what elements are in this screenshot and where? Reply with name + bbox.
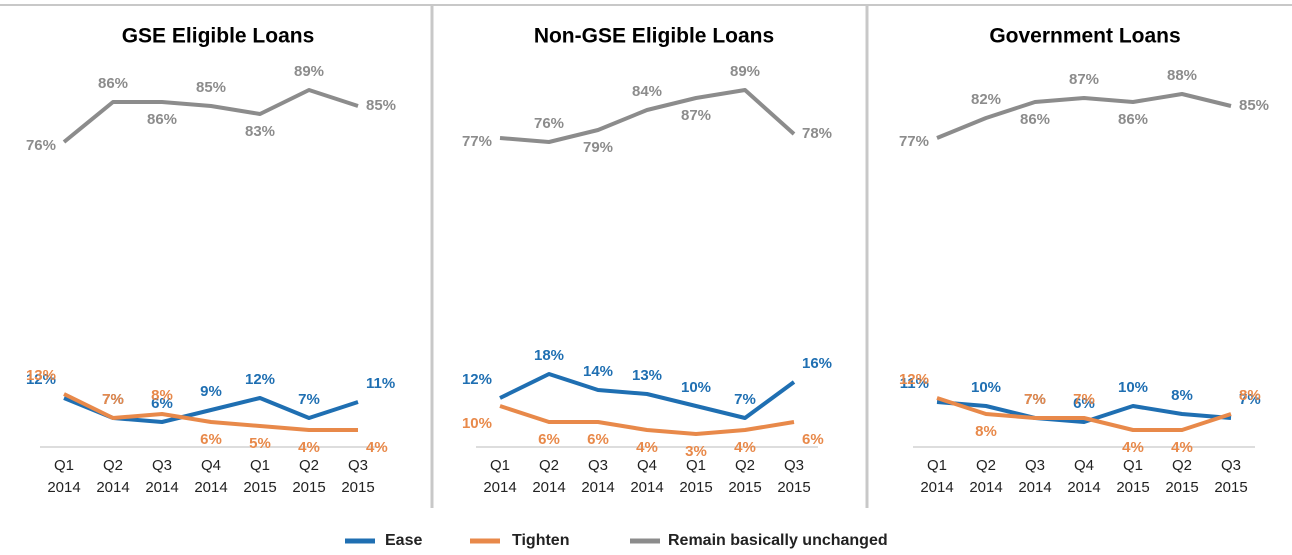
x-tick-label: Q1 2014 [920,457,953,496]
data-label: 89% [730,63,760,80]
data-label: 7% [298,391,320,408]
data-label: 7% [1073,391,1095,408]
data-label: 6% [151,395,173,412]
data-label: 86% [98,75,128,92]
data-label: 3% [685,443,707,460]
data-label: 82% [971,91,1001,108]
data-label: 7% [102,391,124,408]
data-label: 12% [462,371,492,388]
series-line [499,372,796,420]
chart-title: Government Loans [989,25,1180,48]
legend-label: Remain basically unchanged [668,532,888,549]
data-label: 83% [245,123,275,140]
data-label: 6% [587,431,609,448]
data-label: 4% [1122,439,1144,456]
series-line [63,392,358,432]
x-tick-label: Q4 2014 [194,457,227,496]
series-line [499,404,795,436]
data-label: 87% [1069,71,1099,88]
data-label: 7% [102,391,124,408]
data-label: 4% [298,439,320,456]
data-label: 5% [249,435,271,452]
data-label: 11% [900,375,929,392]
data-label: 85% [1239,97,1269,114]
x-tick-label: Q3 2015 [341,457,374,496]
x-tick-label: Q3 2015 [777,457,810,496]
data-label: 4% [1171,439,1193,456]
data-label: 10% [1118,379,1148,396]
series-line [62,88,359,144]
data-label: 76% [26,137,56,154]
data-label: 10% [462,415,492,432]
x-tick-label: Q2 2014 [532,457,565,496]
x-tick-label: Q1 2014 [47,457,80,496]
data-label: 12% [26,371,56,388]
data-label: 85% [196,79,226,96]
legend-label: Tighten [512,532,569,549]
data-label: 7% [1024,391,1046,408]
data-label: 4% [734,439,756,456]
x-tick-label: Q2 2014 [969,457,1002,496]
data-label: 12% [899,371,929,388]
data-label: 7% [1024,391,1046,408]
x-tick-label: Q2 2014 [96,457,129,496]
chart-title: Non-GSE Eligible Loans [534,25,774,48]
data-label: 11% [366,375,395,392]
data-label: 18% [534,347,564,364]
x-tick-label: Q1 2015 [679,457,712,496]
data-label: 76% [534,115,564,132]
data-label: 77% [899,133,929,150]
x-tick-label: Q3 2014 [145,457,178,496]
data-label: 6% [538,431,560,448]
x-tick-label: Q1 2015 [1116,457,1149,496]
x-tick-label: Q3 2014 [1018,457,1051,496]
data-label: 85% [366,97,396,114]
data-label: 79% [583,139,613,156]
series-line [499,88,796,144]
x-tick-label: Q4 2014 [1067,457,1100,496]
data-label: 86% [1118,111,1148,128]
data-label: 13% [632,367,662,384]
data-label: 8% [1239,387,1261,404]
data-label: 10% [681,379,711,396]
data-label: 6% [1073,395,1095,412]
data-label: 6% [200,431,222,448]
data-label: 14% [583,363,613,380]
data-label: 13% [26,367,56,384]
x-tick-label: Q3 2014 [581,457,614,496]
x-tick-label: Q2 2015 [292,457,325,496]
chart-title: GSE Eligible Loans [122,25,315,48]
data-label: 8% [1171,387,1193,404]
x-tick-label: Q2 2015 [728,457,761,496]
data-label: 78% [802,125,832,142]
series-line [936,92,1232,140]
data-label: 89% [294,63,324,80]
data-label: 12% [245,371,275,388]
data-label: 6% [802,431,824,448]
data-label: 16% [802,355,832,372]
data-label: 86% [147,111,177,128]
data-label: 7% [734,391,756,408]
data-label: 77% [462,133,492,150]
x-tick-label: Q3 2015 [1214,457,1247,496]
data-label: 10% [971,379,1001,396]
legend-label: Ease [385,532,422,549]
data-label: 8% [151,387,173,404]
x-tick-label: Q1 2014 [483,457,516,496]
series-line [936,396,1232,432]
data-label: 4% [366,439,388,456]
data-label: 8% [975,423,997,440]
data-label: 84% [632,83,662,100]
x-tick-label: Q2 2015 [1165,457,1198,496]
series-line [936,400,1232,424]
data-label: 4% [636,439,658,456]
x-tick-label: Q4 2014 [630,457,663,496]
data-label: 87% [681,107,711,124]
data-label: 7% [1239,391,1261,408]
data-label: 88% [1167,67,1197,84]
x-tick-label: Q1 2015 [243,457,276,496]
data-label: 9% [200,383,222,400]
data-label: 86% [1020,111,1050,128]
